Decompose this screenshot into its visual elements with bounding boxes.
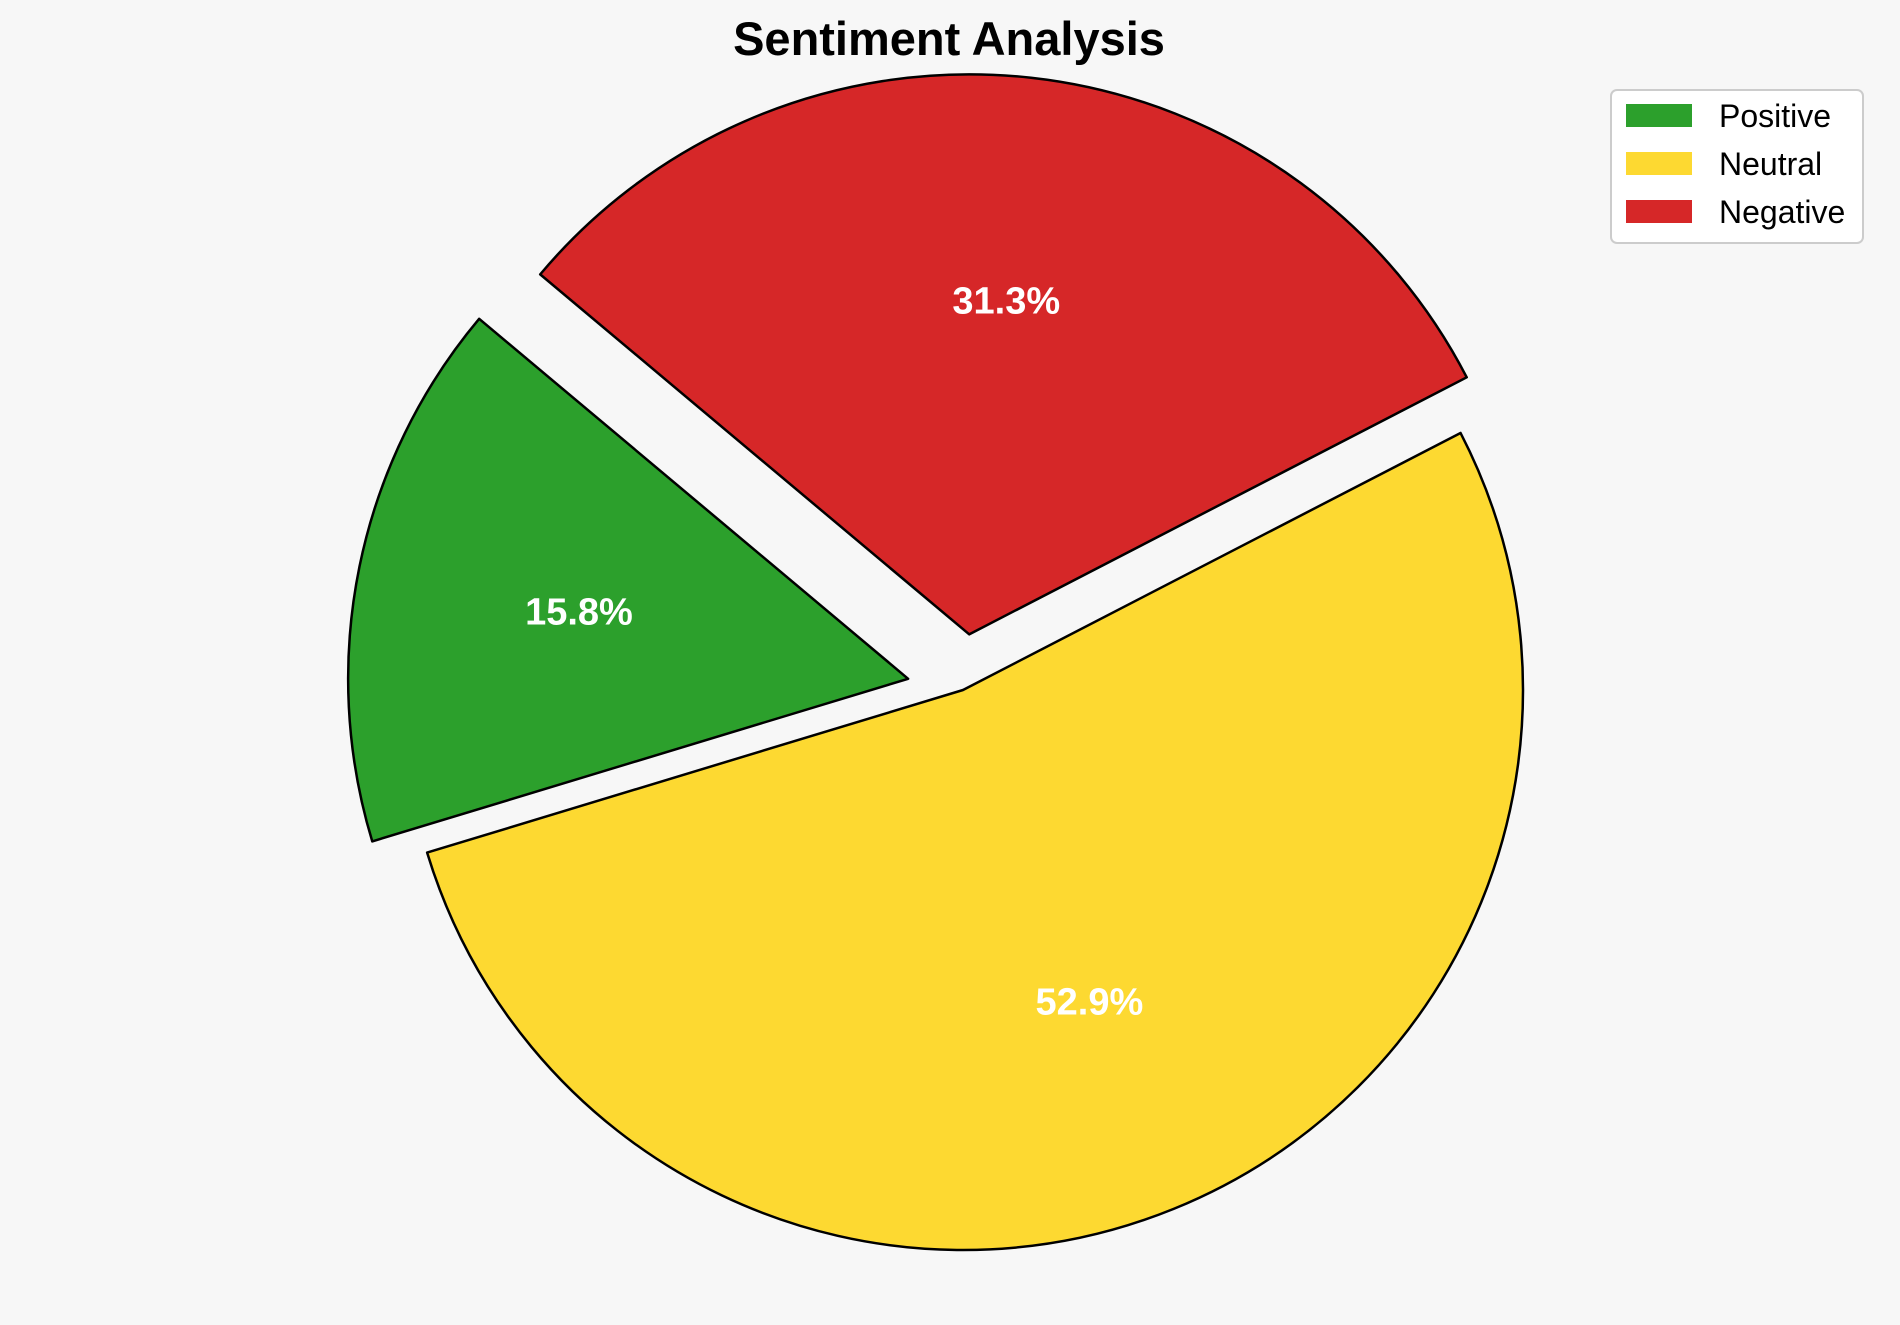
legend-swatch-negative xyxy=(1626,200,1692,223)
slice-label-positive: 15.8% xyxy=(525,591,633,633)
slice-label-neutral: 52.9% xyxy=(1036,981,1144,1023)
legend-swatch-neutral xyxy=(1626,152,1692,175)
pie-slice-neutral xyxy=(425,431,1525,1252)
slice-label-negative: 31.3% xyxy=(952,280,1060,322)
legend: Positive Neutral Negative xyxy=(1610,89,1864,244)
legend-label-positive: Positive xyxy=(1719,98,1831,134)
pie-labels: 15.8% 52.9% 31.3% xyxy=(525,280,1143,1023)
legend-label-negative: Negative xyxy=(1719,194,1845,230)
pie-slice-positive xyxy=(346,317,910,843)
pie-slice-negative xyxy=(538,73,1468,636)
legend-swatch-positive xyxy=(1626,104,1692,127)
chart-title: Sentiment Analysis xyxy=(733,12,1165,65)
legend-label-neutral: Neutral xyxy=(1719,146,1822,182)
pie-slices xyxy=(346,73,1525,1252)
